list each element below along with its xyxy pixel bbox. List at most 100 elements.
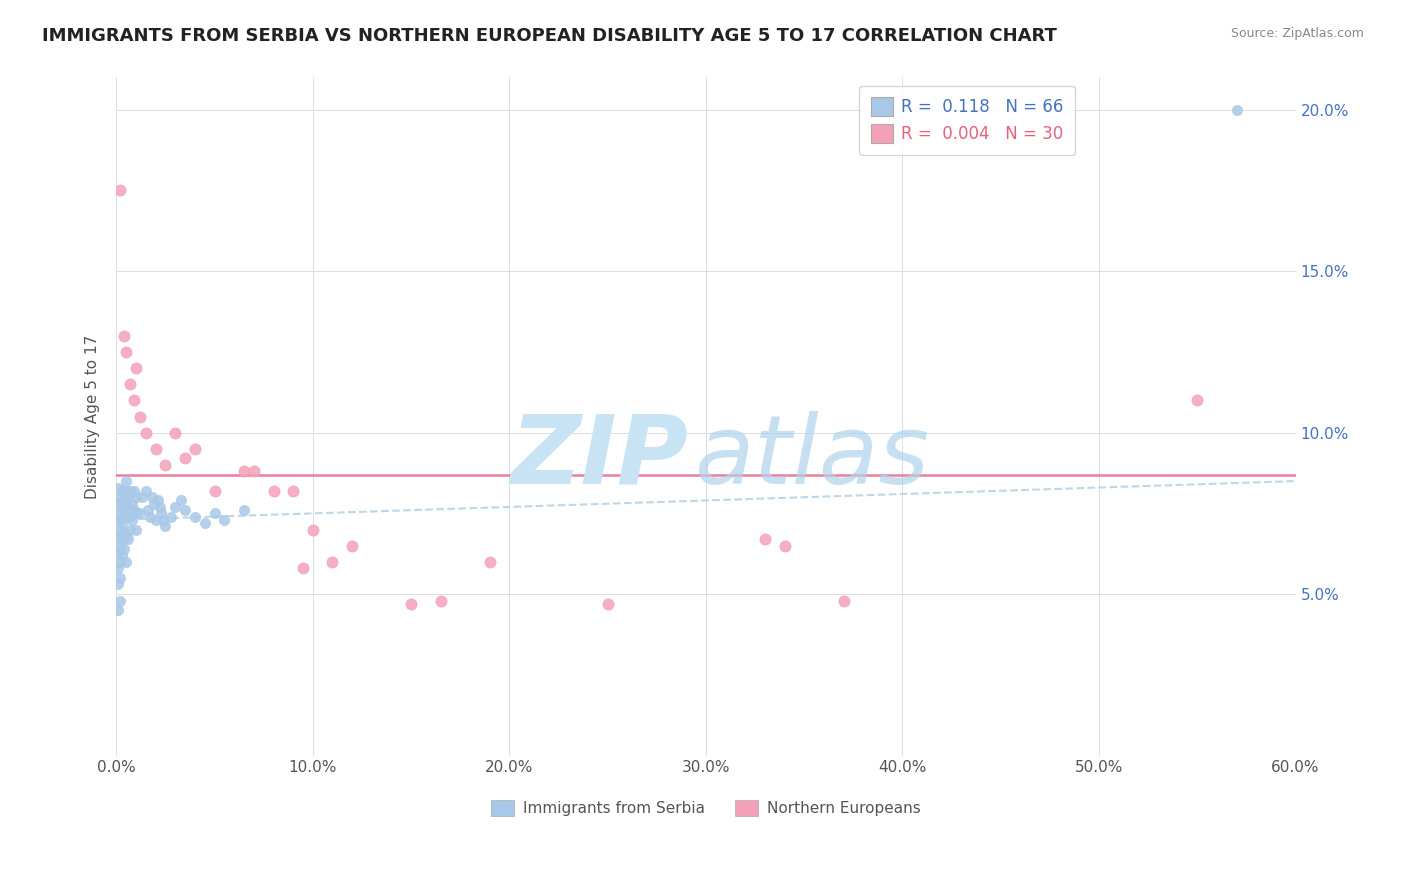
Point (135, 483, 157, 498)
Point (142, 497, 165, 511)
Point (146, 493, 169, 508)
Point (107, 481, 129, 495)
Point (170, 493, 193, 508)
Point (112, 525, 135, 540)
Point (596, 597, 619, 611)
Point (117, 509, 139, 524)
Legend: Immigrants from Serbia, Northern Europeans: Immigrants from Serbia, Northern Europea… (485, 794, 928, 822)
Point (1187, 393, 1209, 408)
Point (283, 483, 305, 498)
Text: atlas: atlas (695, 410, 929, 504)
Point (115, 555, 138, 569)
Point (115, 483, 138, 498)
Point (194, 516, 217, 530)
Point (145, 513, 167, 527)
Point (112, 541, 135, 556)
Point (115, 497, 138, 511)
Point (301, 523, 323, 537)
Point (340, 539, 363, 553)
Y-axis label: Disability Age 5 to 17: Disability Age 5 to 17 (86, 334, 100, 499)
Point (128, 507, 150, 521)
Point (773, 539, 796, 553)
Point (204, 483, 226, 498)
Point (111, 483, 134, 498)
Point (204, 507, 226, 521)
Text: Source: ZipAtlas.com: Source: ZipAtlas.com (1230, 27, 1364, 40)
Text: IMMIGRANTS FROM SERBIA VS NORTHERN EUROPEAN DISABILITY AGE 5 TO 17 CORRELATION C: IMMIGRANTS FROM SERBIA VS NORTHERN EUROP… (42, 27, 1057, 45)
Point (429, 593, 451, 607)
Point (108, 184, 131, 198)
Point (115, 529, 138, 543)
Point (107, 513, 129, 527)
Point (174, 503, 197, 517)
Point (122, 393, 145, 408)
Point (754, 532, 776, 546)
Point (107, 545, 129, 559)
Point (107, 529, 129, 543)
Point (321, 555, 343, 569)
Point (155, 458, 177, 472)
Point (243, 464, 266, 478)
Point (108, 593, 131, 607)
Point (108, 571, 131, 585)
Point (138, 509, 160, 524)
Point (399, 597, 422, 611)
Point (184, 442, 207, 456)
Point (165, 500, 187, 514)
Point (107, 497, 129, 511)
Point (125, 490, 148, 504)
Point (111, 549, 134, 563)
Point (117, 490, 139, 504)
Point (233, 503, 256, 517)
Point (112, 493, 135, 508)
Point (108, 555, 131, 569)
Point (214, 513, 236, 527)
Point (141, 490, 163, 504)
Point (118, 377, 141, 392)
Point (108, 490, 131, 504)
Point (107, 603, 129, 617)
Point (122, 503, 145, 517)
Point (145, 442, 167, 456)
Point (111, 516, 134, 530)
Point (118, 483, 141, 498)
Point (148, 500, 170, 514)
Point (263, 483, 285, 498)
Point (118, 523, 141, 537)
Point (115, 474, 138, 488)
Point (131, 490, 153, 504)
Point (108, 523, 131, 537)
Point (125, 361, 148, 376)
Point (1226, 103, 1249, 117)
Point (155, 519, 177, 533)
Point (112, 509, 135, 524)
Point (111, 500, 134, 514)
Point (160, 509, 183, 524)
Point (111, 532, 134, 546)
Point (108, 539, 131, 553)
Point (115, 345, 138, 359)
Point (165, 425, 187, 440)
Point (117, 532, 139, 546)
Point (152, 513, 174, 527)
Point (136, 503, 159, 517)
Point (150, 507, 173, 521)
Point (125, 523, 148, 537)
Point (128, 409, 150, 424)
Point (115, 509, 138, 524)
Point (478, 555, 501, 569)
Point (112, 328, 135, 343)
Point (107, 561, 129, 575)
Point (292, 561, 315, 575)
Point (125, 507, 148, 521)
Point (174, 451, 197, 466)
Text: ZIP: ZIP (510, 410, 689, 504)
Point (121, 497, 143, 511)
Point (135, 425, 157, 440)
Point (184, 509, 207, 524)
Point (118, 503, 141, 517)
Point (122, 483, 145, 498)
Point (108, 507, 131, 521)
Point (233, 464, 256, 478)
Point (121, 513, 143, 527)
